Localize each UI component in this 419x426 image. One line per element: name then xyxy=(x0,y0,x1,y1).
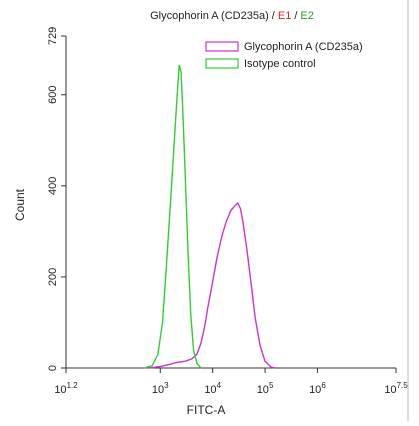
y-tick-label: 400 xyxy=(47,177,59,195)
x-tick-exponent: 5 xyxy=(269,381,274,390)
legend-label: Isotype control xyxy=(244,58,316,70)
x-tick-base: 10 xyxy=(384,384,396,396)
x-tick-label: 107.5 xyxy=(384,381,408,396)
x-tick-label: 106 xyxy=(309,381,326,396)
histogram-line xyxy=(148,201,276,369)
legend-label: Glycophorin A (CD235a) xyxy=(244,41,363,53)
y-tick-label: 600 xyxy=(47,86,59,104)
x-tick-label: 104 xyxy=(204,381,221,396)
x-tick-label: 105 xyxy=(257,381,274,396)
x-tick-base: 10 xyxy=(152,384,164,396)
x-tick-exponent: 3 xyxy=(164,381,169,390)
x-tick-base: 10 xyxy=(309,384,321,396)
x-tick-base: 10 xyxy=(257,384,269,396)
legend-swatch xyxy=(205,58,239,69)
y-tick-label: 729 xyxy=(47,27,59,45)
x-axis-label: FITC-A xyxy=(187,403,226,417)
chart-title: Glycophorin A (CD235a) / E1/E2 xyxy=(150,10,314,22)
x-tick-label: 101.2 xyxy=(54,381,78,396)
x-tick-base: 10 xyxy=(54,384,66,396)
title-part: E2 xyxy=(300,10,313,22)
title-part: / xyxy=(294,10,298,22)
title-part: Glycophorin A (CD235a) / xyxy=(150,10,276,22)
y-tick-label: 200 xyxy=(47,268,59,286)
x-tick-exponent: 7.5 xyxy=(397,381,409,390)
x-tick-base: 10 xyxy=(204,384,216,396)
x-tick-exponent: 6 xyxy=(321,381,326,390)
y-axis-label: Count xyxy=(13,188,27,221)
x-tick-exponent: 1.2 xyxy=(67,381,79,390)
title-part: E1 xyxy=(278,10,291,22)
x-tick-label: 103 xyxy=(152,381,169,396)
x-tick-exponent: 4 xyxy=(217,381,222,390)
histogram-line xyxy=(144,64,202,369)
legend-swatch xyxy=(205,41,239,52)
y-tick-label: 0 xyxy=(47,365,59,371)
